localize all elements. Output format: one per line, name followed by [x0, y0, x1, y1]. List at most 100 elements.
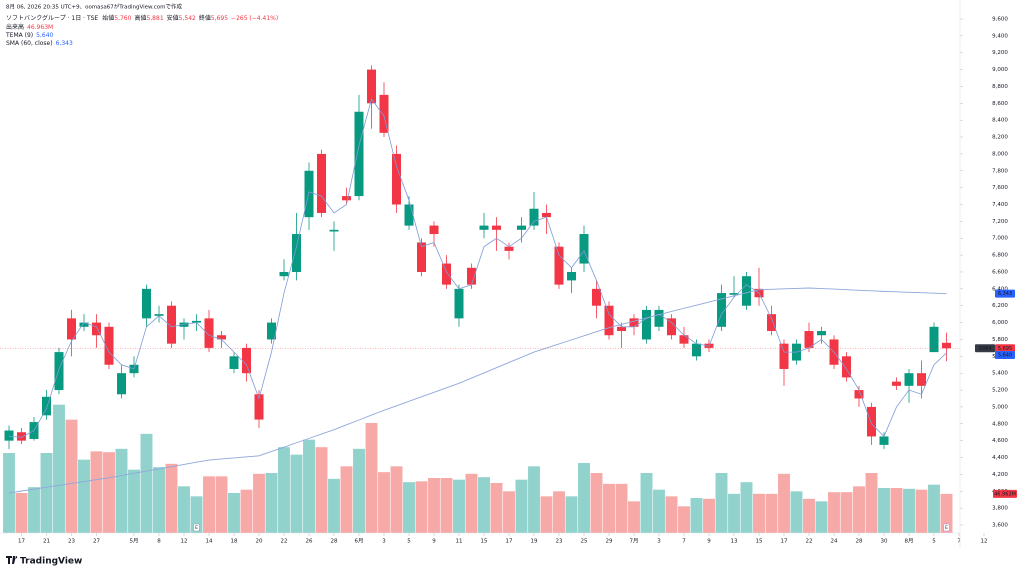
volume-bar [290, 454, 303, 533]
y-tick-label: 9,400 [992, 33, 1008, 39]
volume-bar [940, 493, 953, 533]
candle-body [867, 406, 876, 437]
candle-body [729, 293, 739, 295]
candle-body [317, 153, 326, 213]
x-tick-label: 21 [43, 539, 50, 545]
legend-value: 46.963M [27, 24, 53, 31]
candle-body [617, 326, 626, 332]
price-tag-label: 46.963M [994, 491, 1016, 497]
x-tick-label: 22 [281, 539, 288, 545]
volume-bar [453, 479, 465, 533]
price-tag: 46.963M [993, 489, 1017, 498]
x-tick-label: 3 [382, 539, 386, 545]
volume-bar [653, 489, 665, 533]
candle-body [929, 326, 939, 353]
volume-bar [178, 486, 190, 533]
volume-bar [28, 487, 40, 533]
y-tick-label: 8,800 [992, 84, 1008, 90]
y-tick-label: 7,400 [992, 202, 1008, 208]
candle-body [429, 225, 439, 235]
candle-body [567, 271, 576, 281]
y-tick-label: 8,400 [992, 118, 1008, 124]
volume-bar [615, 483, 628, 533]
volume-bar [628, 501, 640, 533]
volume-bar [3, 453, 15, 533]
volume-bar [215, 476, 228, 533]
x-tick-label: 23 [556, 539, 563, 545]
volume-bar [903, 488, 915, 533]
x-tick-label: 17 [18, 539, 25, 545]
volume-bar [15, 493, 28, 533]
candle-body [692, 343, 701, 357]
candle-body [342, 196, 351, 201]
x-tick-label: 12 [181, 539, 188, 545]
ohlc-name: 終値 [199, 14, 211, 22]
candle-body [529, 208, 539, 226]
volume-bar [678, 506, 690, 533]
x-tick-label: 29 [606, 539, 613, 545]
x-tick-label: 26 [306, 539, 313, 545]
volume-bar [728, 493, 740, 533]
candle-body [79, 322, 89, 327]
candle-body [479, 225, 489, 230]
x-tick-label: 12 [981, 539, 988, 545]
candle-body [254, 394, 264, 420]
ohlc-value: 5,695 [211, 15, 228, 22]
volume-bar [928, 484, 940, 533]
event-box [193, 523, 200, 532]
y-tick-label: 5,200 [992, 388, 1008, 394]
volume-bar [103, 452, 115, 533]
volume-bar [53, 404, 65, 533]
x-tick-label: 13 [731, 539, 738, 545]
x-tick-label: 8 [157, 539, 161, 545]
candle-body [492, 225, 501, 230]
volume-bar [190, 496, 203, 533]
ohlc-name: 高値 [134, 14, 146, 22]
candle-body [354, 111, 364, 197]
x-tick-label: 15 [481, 539, 488, 545]
candle-body [442, 263, 451, 285]
volume-bar [878, 488, 890, 533]
candle-body [217, 335, 226, 340]
volume-bar [740, 482, 753, 533]
ohlc-value: 5,881 [146, 15, 163, 22]
candle-body [629, 318, 639, 327]
candle-body [842, 356, 851, 378]
y-tick-label: 4,800 [992, 421, 1008, 427]
x-tick-label: 25 [581, 539, 588, 545]
volume-bar [440, 478, 453, 533]
x-tick-label: 28 [331, 539, 338, 545]
y-tick-label: 7,600 [992, 185, 1008, 191]
ohlc-name: 安値 [167, 14, 179, 22]
price-tag: 6,343 [995, 289, 1015, 298]
candle-body [554, 246, 564, 285]
candle-body [767, 314, 776, 332]
candle-body [417, 242, 426, 272]
volume-bar [90, 451, 103, 533]
volume-bar [378, 472, 390, 533]
volume-bar [265, 473, 278, 533]
x-tick-label: 19 [531, 539, 538, 545]
y-tick-label: 7,200 [992, 219, 1008, 225]
x-tick-label: 3 [657, 539, 661, 545]
x-tick-label: 17 [506, 539, 513, 545]
candle-body [642, 309, 651, 340]
price-tag-box [995, 289, 1015, 298]
volume-bar [590, 473, 603, 533]
candle-body [679, 335, 689, 344]
volume-bar [428, 478, 440, 533]
candle-body [942, 342, 951, 349]
x-tick-label: 27 [93, 539, 100, 545]
event-label: E [195, 525, 198, 531]
logo: TradingView [6, 556, 82, 567]
price-tag: 5,640 [995, 350, 1015, 359]
volume-bar [128, 469, 140, 533]
candle-body [504, 246, 514, 251]
candle-body [542, 212, 551, 218]
candle-body [92, 322, 101, 336]
y-tick-label: 9,000 [992, 67, 1008, 73]
volume-bar [578, 463, 590, 533]
x-tick-label: 23 [68, 539, 75, 545]
candle-body [742, 276, 751, 306]
volume-bar [465, 473, 478, 533]
